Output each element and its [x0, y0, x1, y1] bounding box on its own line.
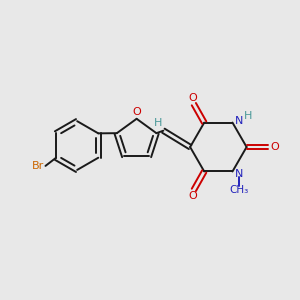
Text: O: O	[133, 107, 142, 117]
Text: H: H	[154, 118, 162, 128]
Text: O: O	[189, 191, 198, 201]
Text: Br: Br	[32, 161, 44, 171]
Text: CH₃: CH₃	[230, 185, 249, 195]
Text: O: O	[189, 93, 198, 103]
Text: O: O	[270, 142, 279, 152]
Text: N: N	[235, 116, 243, 126]
Text: H: H	[244, 111, 252, 121]
Text: N: N	[235, 169, 243, 179]
